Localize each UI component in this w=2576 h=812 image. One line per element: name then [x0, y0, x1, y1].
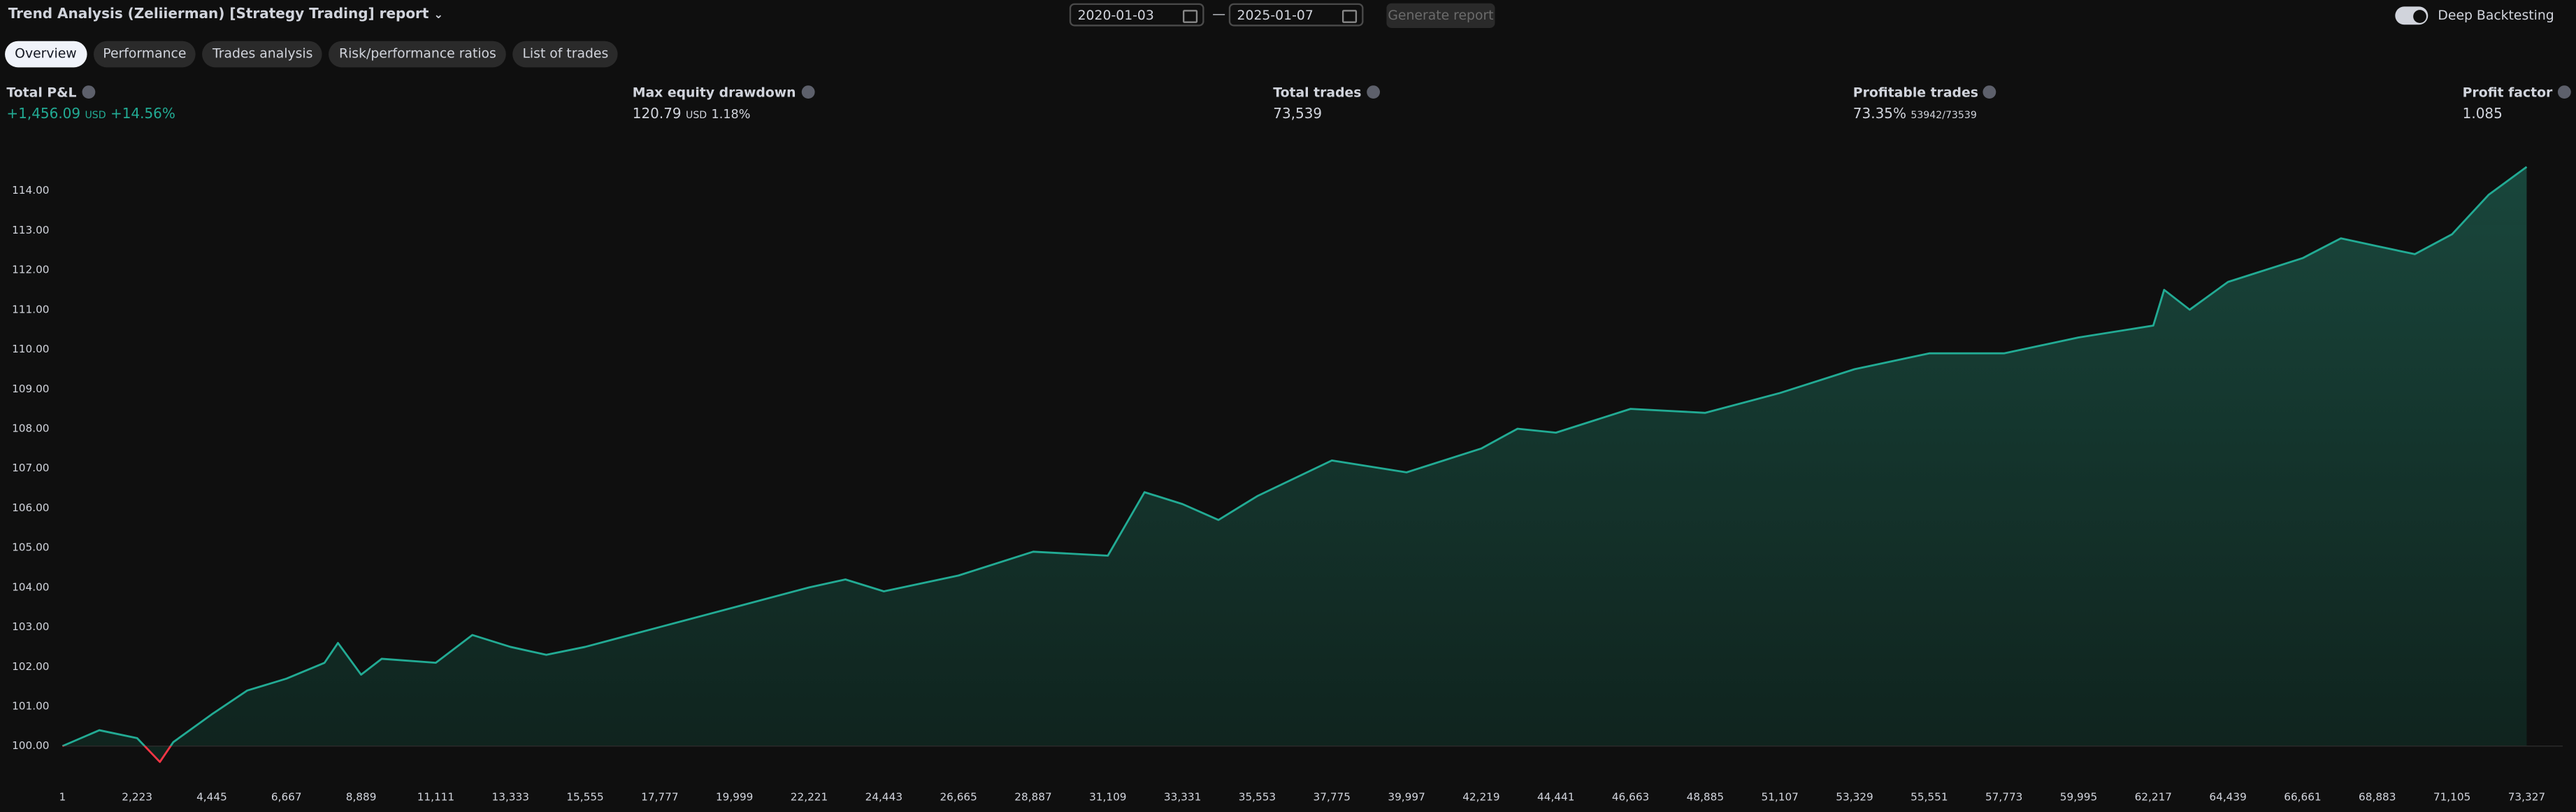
x-tick-label: 59,995	[2060, 790, 2097, 803]
x-tick-label: 44,441	[1537, 790, 1574, 803]
metric-label: Total trades	[1273, 85, 1380, 101]
y-tick-label: 100.00	[12, 739, 49, 752]
date-to[interactable]: 2025-01-07	[1228, 3, 1364, 27]
x-tick-label: 37,775	[1314, 790, 1351, 803]
tab[interactable]: Trades analysis	[202, 41, 323, 68]
unit: USD	[85, 110, 106, 122]
x-tick-label: 1	[59, 790, 66, 803]
x-tick-label: 28,887	[1014, 790, 1051, 803]
x-tick-label: 57,773	[1985, 790, 2022, 803]
value-text: 120.79	[632, 106, 682, 124]
y-tick-label: 105.00	[12, 541, 49, 554]
metric-label: Max equity drawdown	[633, 85, 814, 100]
x-tick-label: 39,997	[1388, 790, 1425, 803]
value-text: 73,539	[1273, 106, 1323, 124]
y-tick-label: 108.00	[12, 422, 49, 434]
x-tick-label: 46,663	[1612, 790, 1649, 803]
x-tick-label: 62,217	[2135, 790, 2172, 803]
label-text: Total P&L	[6, 85, 77, 101]
label-text: Max equity drawdown	[632, 85, 796, 101]
metric-label: Total P&L	[6, 85, 95, 101]
y-tick-label: 107.00	[12, 462, 49, 474]
x-tick-label: 33,331	[1164, 790, 1201, 803]
unit: USD	[686, 110, 707, 122]
x-tick-label: 13,333	[492, 790, 529, 803]
x-tick-label: 4,445	[196, 790, 227, 803]
y-tick-label: 114.00	[12, 184, 49, 197]
x-tick-label: 26,665	[940, 790, 977, 803]
x-tick-label: 8,889	[346, 790, 377, 803]
x-tick-label: 6,667	[271, 790, 302, 803]
y-tick-label: 106.00	[12, 501, 49, 514]
metric-label: Profit factor	[2462, 85, 2571, 101]
x-tick-label: 19,999	[716, 790, 753, 803]
metric-value: 73,539	[1273, 107, 1322, 124]
generate-button[interactable]: Generate report	[1386, 3, 1495, 28]
y-tick-label: 109.00	[12, 383, 49, 395]
x-tick-label: 53,329	[1836, 790, 1873, 803]
extra: 1.18%	[711, 106, 751, 122]
x-tick-label: 73,327	[2508, 790, 2545, 803]
x-tick-label: 68,883	[2359, 790, 2396, 803]
tab[interactable]: Overview	[5, 41, 87, 68]
date-to-text: 2025-01-07	[1237, 8, 1314, 23]
x-tick-label: 42,219	[1462, 790, 1499, 803]
value-text: +1,456.09	[6, 106, 81, 124]
y-tick-label: 112.00	[12, 264, 49, 276]
deep-backtesting-toggle[interactable]	[2395, 6, 2429, 25]
x-tick-label: 22,221	[791, 790, 828, 803]
x-tick-label: 24,443	[865, 790, 902, 803]
x-tick-label: 2,223	[122, 790, 152, 803]
x-tick-label: 35,553	[1239, 790, 1276, 803]
y-tick-label: 110.00	[12, 343, 49, 355]
x-tick-label: 51,107	[1761, 790, 1798, 803]
x-tick-label: 11,111	[417, 790, 454, 803]
label-text: Profitable trades	[1852, 85, 1978, 101]
tab[interactable]: List of trades	[512, 41, 619, 68]
report-title[interactable]: Trend Analysis (Zeliierman) [Strategy Tr…	[8, 6, 444, 23]
metric-value: 120.79 USD 1.18%	[633, 107, 751, 124]
equity-area	[62, 166, 2527, 762]
x-tick-label: 71,105	[2433, 790, 2470, 803]
label-text: Profit factor	[2462, 85, 2553, 101]
tab[interactable]: Performance	[93, 41, 196, 68]
x-tick-label: 15,555	[566, 790, 603, 803]
date-separator: —	[1212, 6, 1226, 22]
title-text: Trend Analysis (Zeliierman) [Strategy Tr…	[8, 6, 429, 23]
metric-value: 73.35% 53942/73539	[1853, 107, 1977, 124]
x-tick-label: 55,551	[1911, 790, 1948, 803]
y-tick-label: 104.00	[12, 580, 49, 593]
metric-value: 1.085	[2463, 107, 2503, 124]
value-text: 1.085	[2462, 106, 2503, 124]
x-tick-label: 31,109	[1089, 790, 1126, 803]
toggle-label: Deep Backtesting	[2438, 8, 2554, 23]
date-from-text: 2020-01-03	[1077, 8, 1154, 23]
tab[interactable]: Risk/performance ratios	[329, 41, 506, 68]
y-tick-label: 101.00	[12, 700, 49, 713]
x-tick-label: 66,661	[2284, 790, 2321, 803]
date-from[interactable]: 2020-01-03	[1069, 3, 1204, 27]
y-tick-label: 102.00	[12, 660, 49, 673]
equity-line	[62, 166, 2528, 763]
label-text: Total trades	[1273, 85, 1362, 101]
x-tick-label: 64,439	[2209, 790, 2246, 803]
value-text: 73.35%	[1852, 106, 1906, 124]
x-tick-label: 48,885	[1687, 790, 1724, 803]
y-tick-label: 113.00	[12, 224, 49, 236]
extra: 53942/73539	[1911, 110, 1977, 122]
tabs: Overview Performance Trades analysis Ris…	[5, 41, 619, 68]
y-tick-label: 111.00	[12, 303, 49, 315]
metric-label: Profitable trades	[1853, 85, 1996, 100]
y-tick-label: 103.00	[12, 620, 49, 633]
metric-value: +1,456.09 USD +14.56%	[6, 107, 175, 124]
x-tick-label: 17,777	[641, 790, 678, 803]
extra: +14.56%	[110, 106, 175, 124]
